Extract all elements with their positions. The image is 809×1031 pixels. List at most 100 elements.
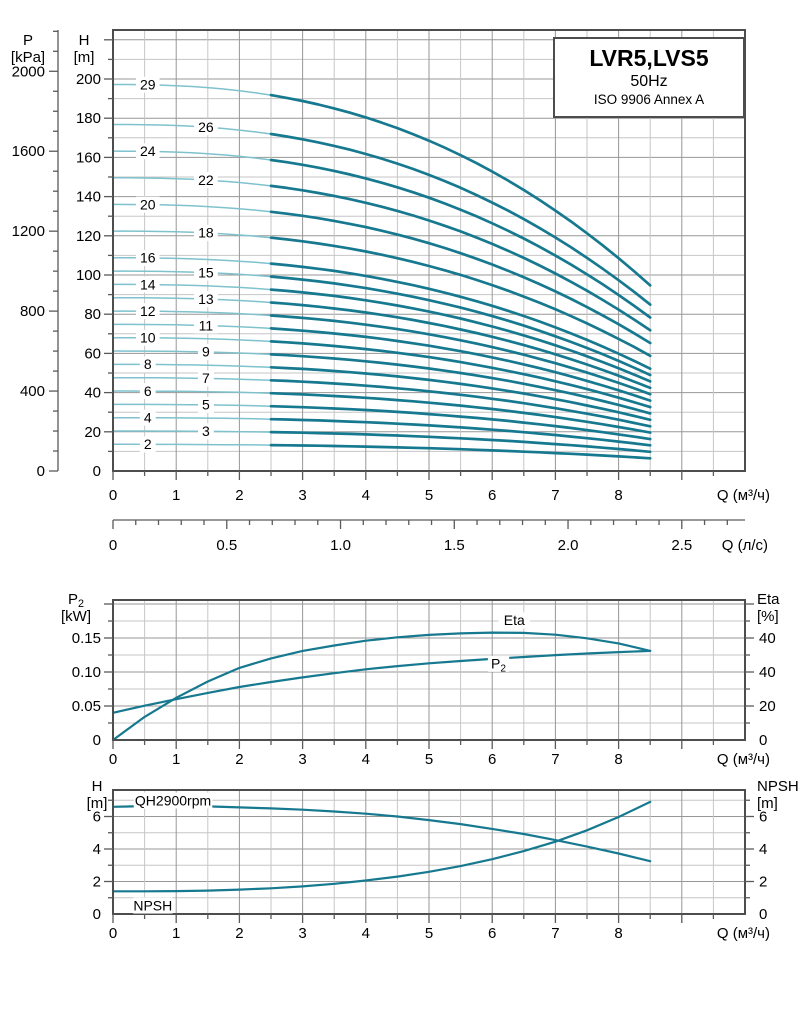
main-x-tick-label: 4 [362, 487, 370, 504]
stage-label-4: 4 [144, 409, 152, 425]
p-axis-tick-label: 400 [20, 383, 45, 400]
annotation-npsh-bg [133, 897, 173, 914]
pump-curve-10-bold [269, 340, 652, 409]
npsh-x-tick-label: 2 [235, 925, 243, 942]
p-axis-tick-label: 1600 [12, 143, 45, 160]
h-axis-tick-label: 120 [76, 228, 101, 245]
main-x-tick-label: 7 [551, 487, 559, 504]
h-axis-tick-label: 100 [76, 267, 101, 284]
p-axis-unit: [kPa] [11, 49, 45, 66]
pump-curve-6-bold [269, 391, 652, 434]
standard-label: ISO 9906 Annex A [593, 91, 705, 107]
power-x-tick-label: 0 [109, 751, 117, 768]
pump-curve-14-bold [269, 288, 652, 383]
eta-axis-tick-label: 0 [759, 732, 767, 749]
h-axis-tick-label: 0 [93, 463, 101, 480]
pump-curve-16-bold [269, 262, 652, 371]
annotation-qh2900rpm-bg [133, 792, 213, 809]
stage-label-6-bg [139, 383, 156, 400]
npsh-axis-unit: [m] [757, 795, 778, 812]
power-x-tick-label: 3 [298, 751, 306, 768]
pump-curve-26-bold [269, 132, 652, 306]
ls-axis-tick-label: 2.0 [558, 537, 579, 554]
pump-curve-2-light [112, 443, 272, 446]
power-x-tick-label: 6 [488, 751, 496, 768]
stage-label-20-bg [135, 196, 160, 213]
stage-label-16-bg [135, 249, 160, 266]
npsh-axis-name: NPSH [757, 778, 799, 795]
eta-curve [111, 631, 652, 742]
h-axis-name: H [79, 32, 90, 49]
stage-label-13-bg [194, 291, 218, 308]
h2-axis-tick-label: 0 [93, 906, 101, 923]
stage-label-12-bg [135, 303, 160, 320]
pump-curve-8-light [112, 363, 272, 369]
power-x-axis-title: Q (м³/ч) [717, 751, 770, 768]
stage-label-13: 13 [198, 291, 214, 307]
main-x-tick-label: 3 [298, 487, 306, 504]
stage-label-18: 18 [198, 225, 214, 241]
pump-curve-7-light [112, 376, 272, 382]
pump-curve-11-light [112, 323, 272, 330]
ls-axis-tick-label: 1.0 [330, 537, 351, 554]
stage-label-2-bg [139, 436, 156, 453]
annotation-p-bg [487, 655, 510, 672]
stage-label-5-bg [197, 396, 214, 413]
ls-axis-tick-label: 0 [109, 537, 117, 554]
eta-axis-tick-label: 20 [759, 698, 776, 715]
p-axis-tick-label: 2000 [12, 63, 45, 80]
pump-curve-18-light [112, 230, 272, 239]
stage-label-20: 20 [140, 196, 156, 212]
stage-label-24: 24 [140, 143, 156, 159]
h2-axis-tick-label: 6 [93, 809, 101, 826]
eta-axis-name: Eta [757, 591, 780, 608]
pump-curve-8-bold [269, 365, 652, 422]
h-axis-tick-label: 40 [84, 385, 101, 402]
pump-curve-2-bold [269, 443, 652, 460]
stage-label-14-bg [135, 276, 160, 293]
stage-label-16: 16 [140, 250, 156, 266]
pump-curve-13-bold [269, 301, 652, 390]
h2-axis-name: H [92, 778, 103, 795]
h-axis-tick-label: 80 [84, 306, 101, 323]
p-axis-tick-label: 800 [20, 303, 45, 320]
stage-label-9-bg [197, 343, 214, 360]
stage-label-4-bg [139, 409, 156, 426]
stage-label-7: 7 [202, 370, 210, 386]
pump-curve-13-light [112, 296, 272, 304]
eta-axis-tick-label: 40 [759, 664, 776, 681]
pump-curve-3-bold [269, 430, 652, 454]
pump-curve-5-light [112, 403, 272, 407]
power-x-tick-label: 1 [172, 751, 180, 768]
h-axis-tick-label: 140 [76, 189, 101, 206]
stage-label-8: 8 [144, 356, 152, 372]
p2-axis-tick-label: 0.05 [72, 698, 101, 715]
power-x-tick-label: 7 [551, 751, 559, 768]
pump-curve-4-light [112, 416, 272, 420]
pump-curve-26-light [112, 123, 272, 135]
npsh-axis-tick-label: 6 [759, 809, 767, 826]
stage-label-29: 29 [140, 77, 156, 93]
annotation-eta-bg [498, 612, 531, 629]
pump-curve-12-bold [269, 314, 652, 396]
pump-curve-22-light [112, 177, 272, 187]
stage-label-9: 9 [202, 344, 210, 360]
npsh-x-tick-label: 6 [488, 925, 496, 942]
pump-curve-20-bold [269, 210, 652, 345]
power-x-tick-label: 8 [614, 751, 622, 768]
npsh-x-tick-label: 7 [551, 925, 559, 942]
npsh-x-tick-label: 4 [362, 925, 370, 942]
stage-label-11: 11 [199, 317, 214, 333]
stage-label-2: 2 [144, 436, 152, 452]
power-x-tick-label: 2 [235, 751, 243, 768]
stage-label-15-bg [194, 264, 218, 281]
stage-label-11-bg [194, 317, 218, 334]
h2-axis-tick-label: 2 [93, 874, 101, 891]
stage-label-18-bg [194, 224, 218, 241]
main-x-tick-label: 0 [109, 487, 117, 504]
eta-axis-unit: [%] [757, 608, 779, 625]
power-x-tick-label: 4 [362, 751, 370, 768]
pump-curve-9-light [112, 350, 272, 356]
